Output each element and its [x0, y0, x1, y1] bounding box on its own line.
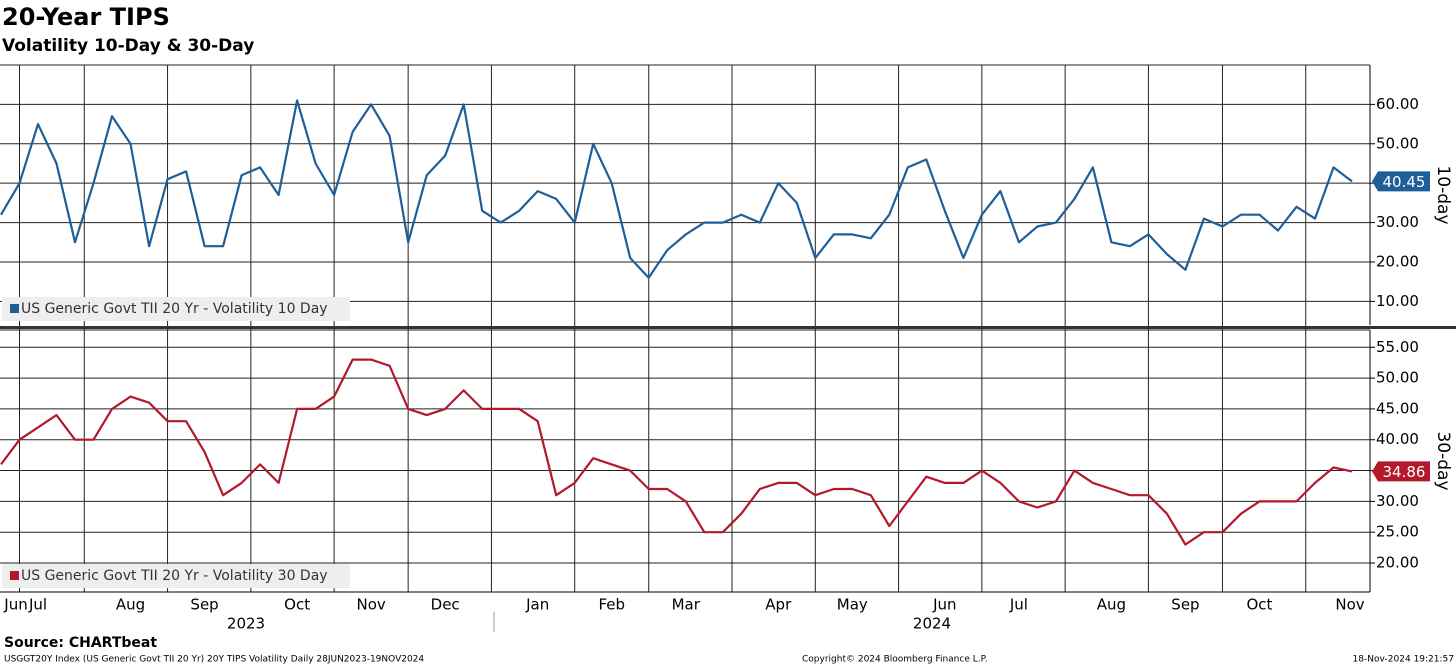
x-tick-label: Aug: [116, 596, 145, 614]
y-tick-label: 60.00: [1376, 95, 1419, 113]
legend-box: [2, 297, 350, 321]
x-tick-label: Jul: [28, 596, 47, 614]
x-tick-label: Jan: [525, 596, 549, 614]
y-tick-label: 50.00: [1376, 134, 1419, 152]
x-tick-label: Aug: [1097, 596, 1126, 614]
last-value-box: [1372, 461, 1430, 482]
y-tick-label: 25.00: [1376, 523, 1419, 541]
y-tick-label: 55.00: [1376, 338, 1419, 356]
x-tick-label: Mar: [672, 596, 701, 614]
series-line: [0, 99, 1353, 279]
last-value-label: 34.86: [1383, 463, 1426, 481]
x-tick-label: Feb: [598, 596, 625, 614]
x-tick-label: Sep: [190, 596, 218, 614]
axis-label: 30-day: [1433, 431, 1453, 490]
x-tick-label: Jun: [3, 596, 27, 614]
legend-box: [2, 564, 350, 588]
subtitle: Volatility 10-Day & 30-Day: [2, 36, 254, 56]
legend-label: US Generic Govt TII 20 Yr - Volatility 3…: [21, 568, 328, 584]
x-tick-label: Jul: [1009, 596, 1028, 614]
last-value-box: [1372, 171, 1430, 192]
y-tick-label: 50.00: [1376, 369, 1419, 387]
legend-swatch: [10, 571, 19, 580]
footer-timestamp: 18-Nov-2024 19:21:57: [1353, 655, 1454, 665]
series-line: [0, 358, 1353, 546]
y-tick-label: 45.00: [1376, 399, 1419, 417]
x-tick-label: Sep: [1171, 596, 1199, 614]
y-tick-label: 30.00: [1376, 492, 1419, 510]
y-tick-label: 40.00: [1376, 430, 1419, 448]
last-value-label: 40.45: [1383, 173, 1426, 191]
y-tick-label: 10.00: [1376, 292, 1419, 310]
legend-swatch: [10, 304, 19, 313]
year-label: 2024: [913, 615, 951, 633]
y-tick-label: 20.00: [1376, 554, 1419, 572]
y-tick-label: 30.00: [1376, 213, 1419, 231]
y-tick-label: 20.00: [1376, 252, 1419, 270]
year-label: 2023: [227, 615, 265, 633]
footer-description: USGGT20Y Index (US Generic Govt TII 20 Y…: [4, 655, 424, 665]
axis-label: 10-day: [1433, 165, 1453, 224]
x-tick-label: May: [837, 596, 868, 614]
x-tick-label: Oct: [1246, 596, 1272, 614]
x-tick-label: Nov: [1335, 596, 1364, 614]
x-tick-label: Apr: [765, 596, 792, 614]
x-tick-label: Jun: [932, 596, 956, 614]
legend-label: US Generic Govt TII 20 Yr - Volatility 1…: [21, 301, 328, 317]
x-tick-label: Oct: [284, 596, 310, 614]
footer-copyright: Copyright© 2024 Bloomberg Finance L.P.: [802, 655, 987, 665]
title: 20-Year TIPS: [2, 3, 170, 31]
x-tick-label: Nov: [356, 596, 385, 614]
x-tick-label: Dec: [431, 596, 460, 614]
source: Source: CHARTbeat: [4, 635, 157, 651]
